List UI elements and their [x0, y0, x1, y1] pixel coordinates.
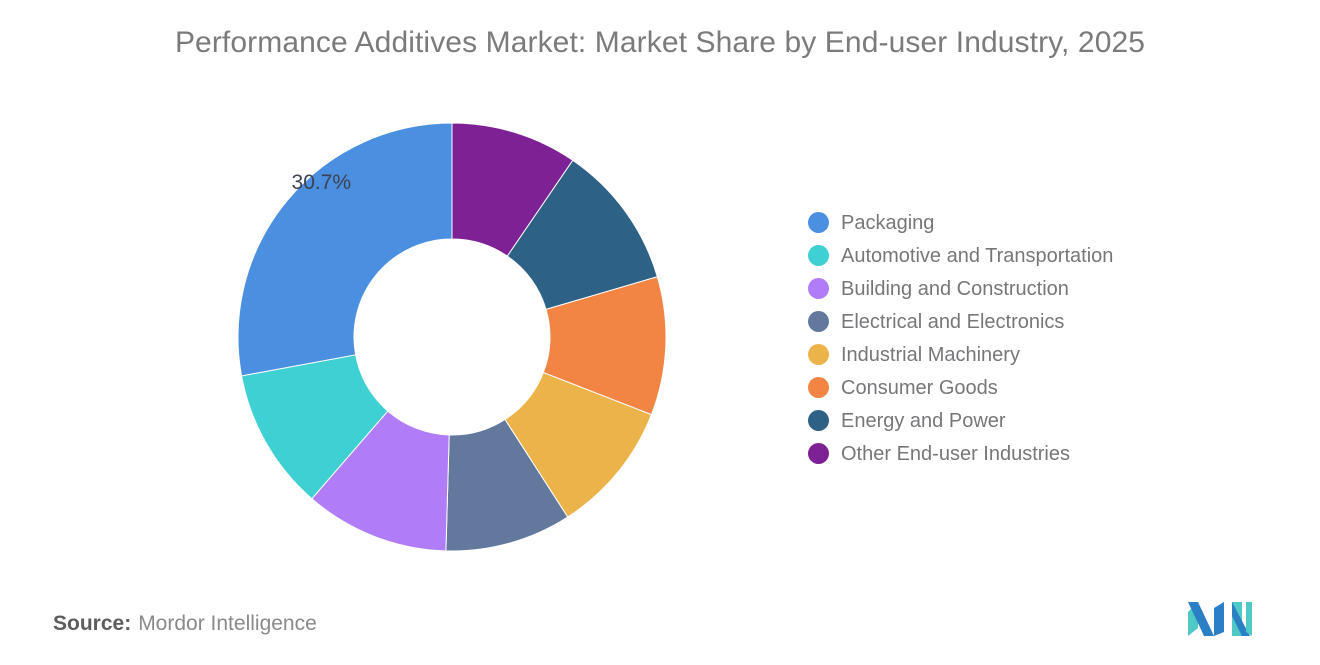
- legend-item[interactable]: Packaging: [808, 206, 1228, 239]
- legend-label: Industrial Machinery: [841, 343, 1020, 366]
- legend-label: Electrical and Electronics: [841, 310, 1065, 333]
- source-line: Source: Mordor Intelligence: [53, 612, 317, 636]
- legend-item[interactable]: Electrical and Electronics: [808, 305, 1228, 338]
- legend-label: Packaging: [841, 211, 935, 234]
- slice-data-label-packaging: 30.7%: [292, 171, 352, 194]
- legend-label: Automotive and Transportation: [841, 244, 1114, 267]
- legend-item[interactable]: Energy and Power: [808, 404, 1228, 437]
- source-value: Mordor Intelligence: [138, 612, 317, 635]
- legend-item[interactable]: Industrial Machinery: [808, 338, 1228, 371]
- legend-swatch-icon: [808, 410, 829, 431]
- legend-swatch-icon: [808, 443, 829, 464]
- donut-slices: [237, 122, 667, 552]
- legend-swatch-icon: [808, 278, 829, 299]
- legend-item[interactable]: Other End-user Industries: [808, 437, 1228, 470]
- chart-legend: Packaging Automotive and Transportation Bu…: [808, 206, 1228, 470]
- chart-title: Performance Additives Market: Market Sha…: [174, 26, 1146, 59]
- legend-item[interactable]: Building and Construction: [808, 272, 1228, 305]
- legend-swatch-icon: [808, 311, 829, 332]
- donut-slice[interactable]: [237, 122, 453, 377]
- legend-label: Consumer Goods: [841, 376, 998, 399]
- donut-chart-svg: 30.7%: [237, 122, 667, 552]
- legend-swatch-icon: [808, 377, 829, 398]
- donut-chart: 30.7%: [237, 122, 667, 552]
- legend-label: Building and Construction: [841, 277, 1069, 300]
- source-label: Source:: [53, 612, 132, 635]
- legend-item[interactable]: Consumer Goods: [808, 371, 1228, 404]
- legend-swatch-icon: [808, 344, 829, 365]
- legend-label: Other End-user Industries: [841, 442, 1070, 465]
- legend-item[interactable]: Automotive and Transportation: [808, 239, 1228, 272]
- mordor-intelligence-logo-icon: [1188, 602, 1252, 636]
- legend-label: Energy and Power: [841, 409, 1006, 432]
- legend-swatch-icon: [808, 212, 829, 233]
- legend-swatch-icon: [808, 245, 829, 266]
